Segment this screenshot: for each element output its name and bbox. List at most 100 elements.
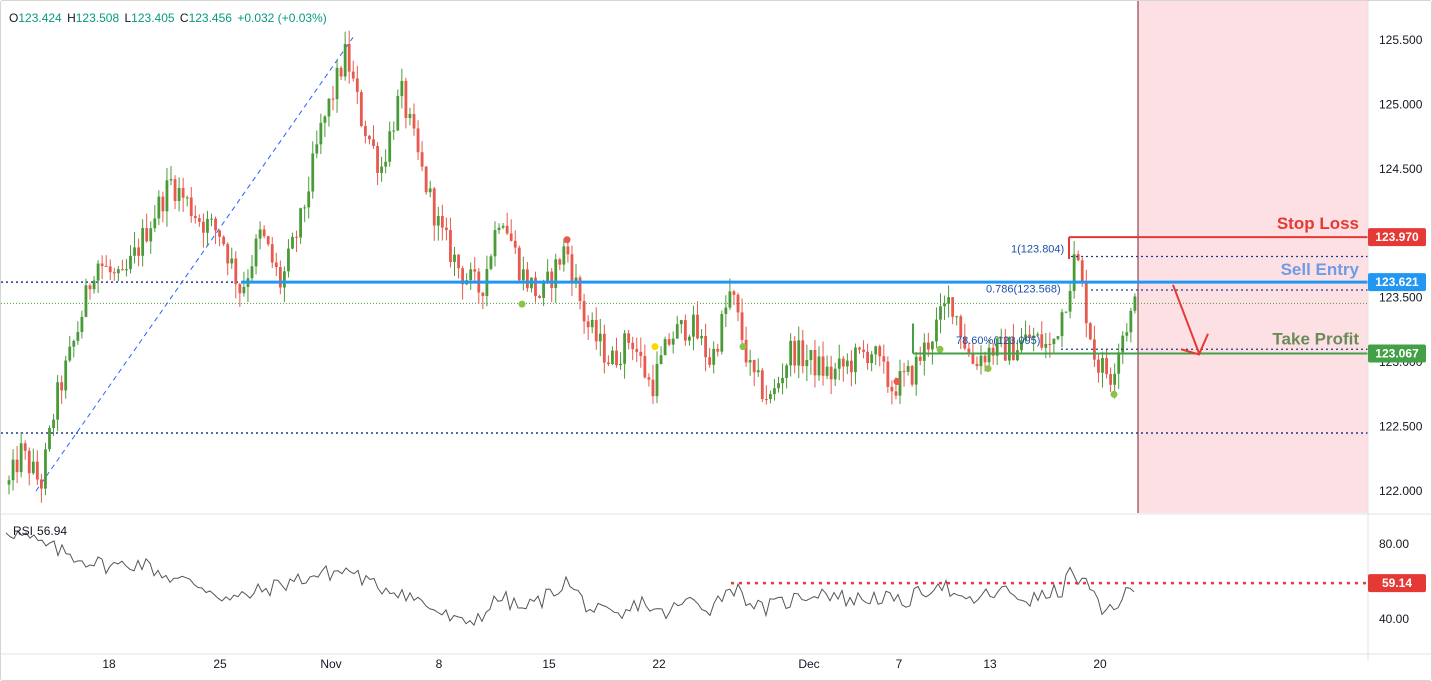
candle-up: [92, 280, 96, 290]
candle-up: [287, 248, 290, 272]
candle-up: [675, 324, 679, 339]
candle-up: [230, 258, 234, 264]
candle-up: [955, 316, 959, 318]
candle-up: [291, 236, 294, 249]
candle-down: [40, 479, 43, 489]
candle-up: [554, 259, 558, 289]
candle-up: [11, 459, 15, 481]
y-tick-label: 122.500: [1379, 420, 1423, 434]
fib-1-label: 1(123.804): [1011, 243, 1064, 255]
candle-down: [1003, 336, 1007, 361]
candle-up: [590, 319, 594, 328]
candle-down: [234, 258, 238, 285]
candle-up: [809, 350, 813, 361]
candle-up: [84, 285, 88, 317]
candle-up: [777, 383, 780, 389]
signal-dot: [984, 365, 992, 373]
stop-loss-text: Stop Loss: [1277, 214, 1359, 233]
candle-up: [995, 338, 999, 356]
candle-up: [311, 153, 315, 192]
x-tick-label: 25: [213, 657, 227, 671]
candle-down: [538, 295, 541, 298]
candle-up: [837, 358, 841, 369]
candle-up: [165, 180, 169, 212]
candle-up: [169, 179, 173, 181]
candle-down: [918, 356, 922, 361]
candle-down: [88, 285, 92, 290]
candle-down: [1084, 282, 1088, 324]
candle-down: [222, 236, 226, 245]
candle-up: [125, 269, 128, 271]
candle-down: [1097, 359, 1100, 373]
candle-down: [1040, 334, 1044, 348]
candle-up: [692, 314, 695, 337]
candle-down: [683, 320, 687, 341]
candle-up: [44, 449, 47, 489]
candle-down: [15, 459, 19, 473]
candle-up: [453, 254, 456, 262]
candle-down: [910, 366, 914, 385]
candle-down: [424, 166, 428, 193]
candle-up: [756, 370, 760, 373]
candle-up: [521, 269, 525, 281]
candle-up: [31, 461, 35, 474]
candle-down: [647, 377, 651, 380]
candle-down: [274, 262, 278, 268]
candle-down: [602, 333, 606, 363]
candle-up: [56, 382, 59, 420]
candle-up: [315, 144, 319, 154]
candle-up: [724, 307, 728, 315]
candle-down: [967, 348, 971, 355]
candle-up: [153, 218, 157, 229]
y-tick-label: 124.500: [1379, 162, 1423, 176]
candle-down: [351, 71, 355, 79]
candle-down: [513, 240, 517, 248]
open-label: O: [9, 11, 19, 25]
candle-down: [1012, 337, 1015, 361]
candle-down: [104, 265, 108, 267]
change-value: +0.032 (+0.03%): [237, 11, 327, 25]
candle-down: [193, 215, 197, 219]
candle-up: [688, 336, 691, 341]
candle-up: [242, 286, 246, 294]
candle-up: [655, 363, 659, 397]
candle-up: [1064, 311, 1068, 313]
price-label-box: [1368, 344, 1426, 363]
candle-down: [189, 197, 193, 216]
candle-up: [52, 419, 55, 429]
close-label: C: [179, 11, 189, 25]
candle-down: [951, 297, 955, 317]
candle-down: [372, 139, 375, 146]
candle-up: [283, 271, 286, 288]
rsi-y-tick-label: 40.00: [1379, 612, 1409, 626]
candle-up: [388, 131, 392, 162]
candle-up: [1133, 296, 1137, 311]
candle-up: [1068, 290, 1072, 312]
candle-down: [926, 342, 930, 350]
candle-down: [582, 301, 586, 322]
candle-down: [368, 135, 371, 140]
candle-down: [404, 80, 408, 119]
candle-up: [68, 346, 72, 361]
fib-786-alt-label: 78.60%(123.095): [956, 335, 1040, 347]
candle-down: [278, 267, 282, 288]
candle-down: [534, 277, 537, 296]
candle-up: [1060, 312, 1064, 337]
candle-up: [805, 360, 809, 367]
candle-up: [785, 365, 788, 378]
candle-down: [173, 179, 177, 201]
candle-up: [469, 269, 473, 281]
candle-down: [975, 363, 979, 367]
price-label-text: 123.067: [1375, 347, 1419, 361]
candle-down: [586, 321, 590, 328]
candle-up: [335, 67, 339, 100]
candle-up: [748, 360, 752, 363]
candle-up: [1016, 350, 1019, 361]
candle-down: [882, 356, 886, 362]
candle-down: [505, 225, 509, 234]
candle-up: [947, 297, 950, 304]
candle-down: [145, 228, 149, 242]
candle-down: [566, 246, 570, 255]
candle-down: [1028, 334, 1031, 339]
